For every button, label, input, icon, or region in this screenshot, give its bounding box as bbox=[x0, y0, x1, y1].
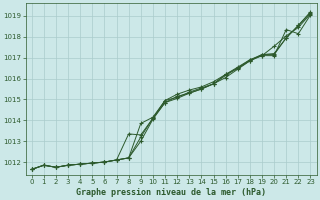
X-axis label: Graphe pression niveau de la mer (hPa): Graphe pression niveau de la mer (hPa) bbox=[76, 188, 266, 197]
